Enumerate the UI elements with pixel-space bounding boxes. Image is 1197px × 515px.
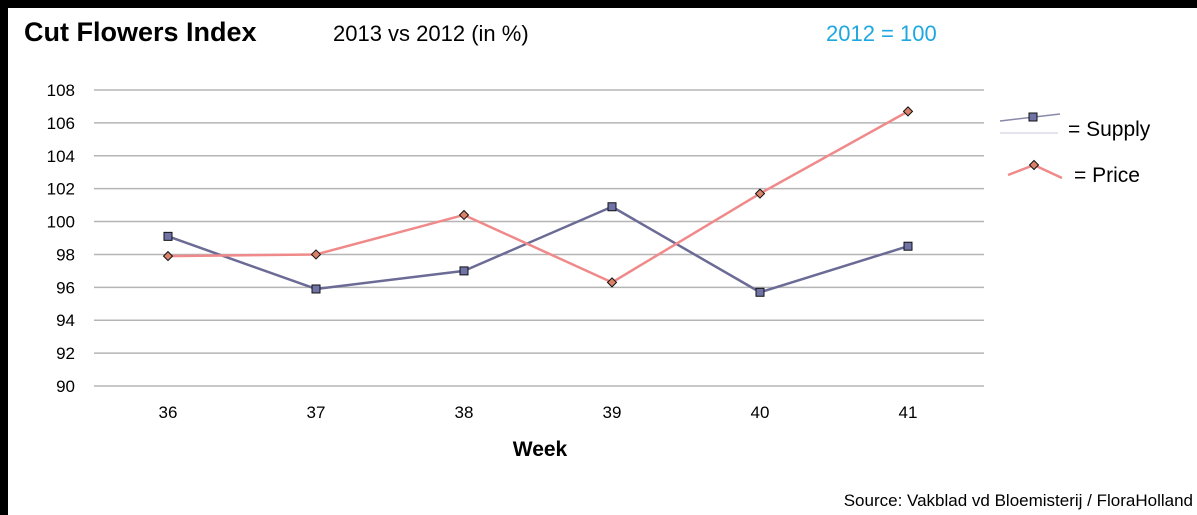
data-point-price xyxy=(310,249,322,260)
x-tick-label: 38 xyxy=(455,403,474,422)
source-note: Source: Vakblad vd Bloemisterij / FloraH… xyxy=(843,491,1193,510)
series-line-supply xyxy=(167,205,909,294)
legend-label-price: = Price xyxy=(1074,164,1140,187)
x-tick-label: 37 xyxy=(307,403,326,422)
y-tick-label: 100 xyxy=(47,213,75,232)
y-tick-label: 92 xyxy=(56,344,75,363)
y-tick-label: 102 xyxy=(47,180,75,199)
x-tick-label: 36 xyxy=(159,403,178,422)
data-point-supply xyxy=(459,266,469,276)
y-tick-label: 104 xyxy=(47,147,75,166)
y-tick-label: 96 xyxy=(56,278,75,297)
y-tick-label: 106 xyxy=(47,114,75,133)
chart-subtitle: 2013 vs 2012 (in %) xyxy=(333,21,529,46)
data-point-supply xyxy=(311,284,321,294)
data-point-price xyxy=(754,188,766,199)
data-point-supply xyxy=(163,231,173,241)
legend-marker-supply xyxy=(1028,112,1038,122)
chart-title: Cut Flowers Index xyxy=(24,17,257,47)
y-tick-label: 98 xyxy=(56,245,75,264)
data-point-supply xyxy=(755,287,765,297)
data-point-price xyxy=(902,106,914,117)
legend-label-supply: = Supply xyxy=(1068,118,1151,141)
data-point-price xyxy=(458,209,470,221)
data-point-supply xyxy=(607,202,617,212)
x-tick-label: 40 xyxy=(751,403,770,422)
y-tick-label: 90 xyxy=(56,377,75,396)
x-tick-label: 41 xyxy=(899,403,918,422)
baseline-note: 2012 = 100 xyxy=(826,21,937,46)
y-tick-label: 108 xyxy=(47,81,75,100)
x-axis-label: Week xyxy=(513,438,568,461)
series-line-price xyxy=(167,110,909,284)
legend-marker-price xyxy=(1028,159,1040,171)
y-tick-label: 94 xyxy=(56,311,75,330)
data-point-supply xyxy=(903,241,913,251)
data-point-price xyxy=(606,277,618,288)
x-tick-label: 39 xyxy=(603,403,622,422)
chart-frame: Cut Flowers Index 2013 vs 2012 (in %) 20… xyxy=(8,8,1197,515)
data-point-price xyxy=(162,250,174,262)
